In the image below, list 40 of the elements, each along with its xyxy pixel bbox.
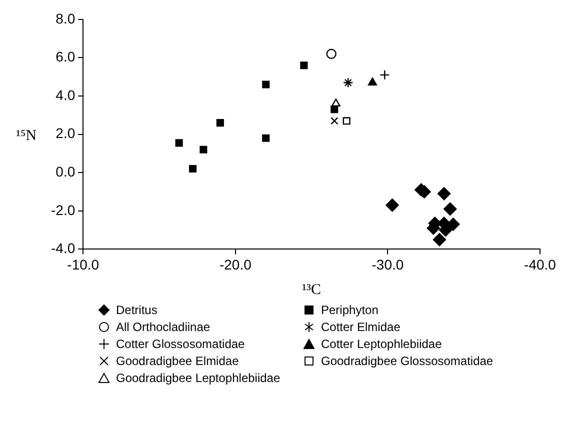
legend-label: Goodradigbee Leptophlebiidae bbox=[116, 371, 280, 385]
legend-label: Periphyton bbox=[321, 303, 378, 317]
point bbox=[175, 139, 183, 147]
legend-label: Goodradigbee Glossosomatidae bbox=[321, 354, 494, 368]
point bbox=[300, 62, 308, 70]
point bbox=[330, 106, 338, 114]
point bbox=[437, 187, 451, 200]
point bbox=[262, 134, 270, 142]
point bbox=[188, 164, 197, 173]
x-axis-title: ¹³C bbox=[302, 282, 322, 298]
point bbox=[446, 218, 460, 231]
legend-label: Goodradigbee Elmidae bbox=[116, 354, 239, 368]
point bbox=[200, 146, 208, 154]
y-axis-title: ¹⁵N bbox=[16, 128, 37, 145]
y-tick-label: -4.0 bbox=[51, 240, 76, 256]
legend-label: Cotter Glossosomatidae bbox=[116, 337, 245, 351]
point bbox=[444, 202, 457, 216]
point bbox=[262, 80, 270, 88]
x-tick-label: -40.0 bbox=[524, 256, 556, 272]
legend-label: Cotter Leptophlebiidae bbox=[321, 337, 442, 351]
y-tick-label: 4.0 bbox=[56, 86, 76, 103]
y-tick-label: 2.0 bbox=[56, 125, 76, 142]
point bbox=[432, 233, 446, 246]
point bbox=[368, 77, 377, 86]
x-tick-label: -20.0 bbox=[219, 256, 252, 272]
point bbox=[386, 198, 399, 212]
y-tick-label: 6.0 bbox=[56, 48, 76, 65]
x-tick-label: -30.0 bbox=[372, 256, 404, 272]
legend-label: All Orthocladiinae bbox=[116, 320, 210, 334]
y-tick-label: 0.0 bbox=[56, 163, 76, 180]
point bbox=[330, 117, 338, 125]
point bbox=[216, 119, 224, 127]
point bbox=[326, 48, 336, 59]
y-tick-label: 8.0 bbox=[56, 10, 76, 26]
legend-label: Cotter Elmidae bbox=[321, 320, 400, 334]
point bbox=[342, 117, 350, 125]
legend-label: Detritus bbox=[116, 303, 158, 317]
point bbox=[343, 77, 354, 88]
x-tick-label: -10.0 bbox=[67, 256, 100, 272]
y-tick-label: -2.0 bbox=[51, 202, 76, 218]
